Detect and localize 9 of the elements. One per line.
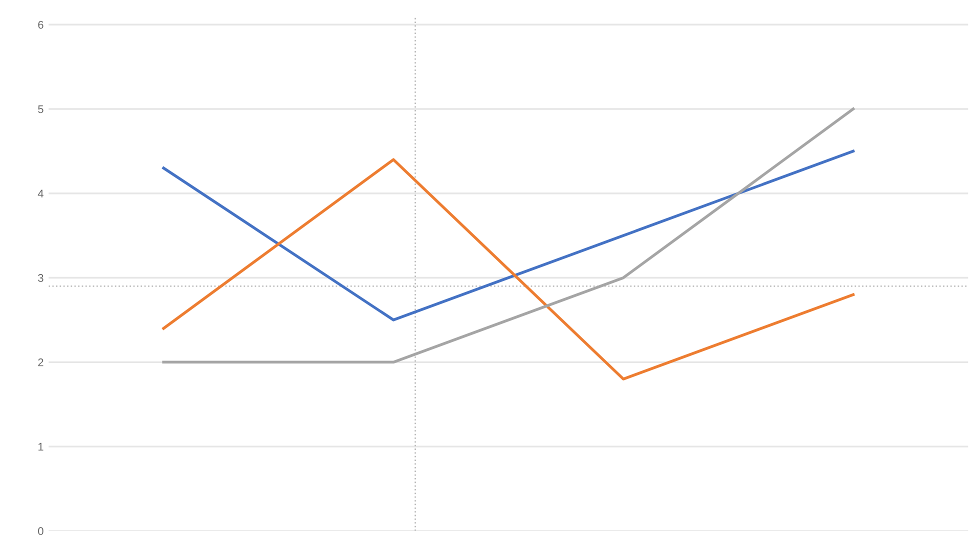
y-tick-label: 5 (38, 105, 44, 114)
line-series (162, 150, 855, 322)
line-series (162, 158, 855, 380)
y-tick-label: 2 (38, 358, 44, 366)
y-tick-label: 1 (38, 442, 44, 451)
y-tick-label: 4 (38, 190, 44, 198)
y-tick-label: 0 (38, 527, 44, 536)
y-tick-label: 3 (38, 274, 44, 282)
y-tick-label: 6 (38, 20, 44, 29)
